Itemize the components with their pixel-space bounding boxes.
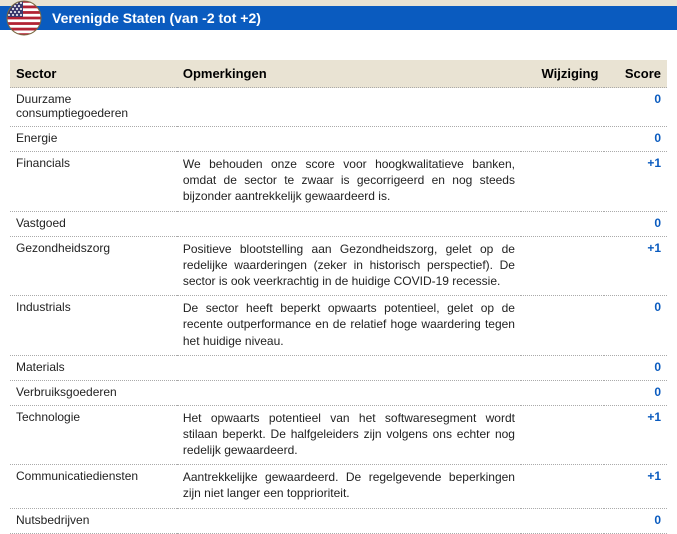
cell-remarks: We behouden onze score voor hoogkwalitat… [177, 152, 521, 212]
cell-remarks [177, 127, 521, 152]
cell-change [521, 211, 604, 236]
table-row: IndustrialsDe sector heeft beperkt opwaa… [10, 296, 667, 356]
cell-score: +1 [604, 465, 667, 508]
cell-score: 0 [604, 211, 667, 236]
cell-sector: Energie [10, 127, 177, 152]
table-row: FinancialsWe behouden onze score voor ho… [10, 152, 667, 212]
table-row: Nutsbedrijven 0 [10, 508, 667, 533]
cell-score: 0 [604, 127, 667, 152]
cell-remarks [177, 211, 521, 236]
cell-remarks: Positieve blootstelling aan Gezondheidsz… [177, 236, 521, 296]
col-header-score: Score [604, 60, 667, 88]
cell-remarks [177, 355, 521, 380]
col-header-sector: Sector [10, 60, 177, 88]
cell-sector: Duurzame consumptiegoederen [10, 88, 177, 127]
cell-score: +1 [604, 152, 667, 212]
cell-sector: Verbruiksgoederen [10, 380, 177, 405]
cell-sector: Industrials [10, 296, 177, 356]
cell-change [521, 127, 604, 152]
cell-change [521, 380, 604, 405]
cell-remarks: Het opwaarts potentieel van het software… [177, 405, 521, 465]
banner: Verenigde Staten (van -2 tot +2) [0, 0, 677, 30]
us-flag-icon [6, 0, 42, 39]
cell-score: 0 [604, 508, 667, 533]
table-row: TechnologieHet opwaarts potentieel van h… [10, 405, 667, 465]
cell-sector: Communicatiediensten [10, 465, 177, 508]
cell-score: 0 [604, 88, 667, 127]
cell-sector: Gezondheidszorg [10, 236, 177, 296]
cell-change [521, 508, 604, 533]
col-header-remarks: Opmerkingen [177, 60, 521, 88]
cell-score: +1 [604, 405, 667, 465]
cell-change [521, 355, 604, 380]
cell-score: 0 [604, 296, 667, 356]
cell-change [521, 152, 604, 212]
table-row: Vastgoed 0 [10, 211, 667, 236]
cell-score: +1 [604, 236, 667, 296]
cell-change [521, 465, 604, 508]
cell-sector: Vastgoed [10, 211, 177, 236]
cell-remarks [177, 380, 521, 405]
cell-remarks: Aantrekkelijke gewaardeerd. De regelgeve… [177, 465, 521, 508]
cell-change [521, 88, 604, 127]
cell-remarks [177, 508, 521, 533]
sector-scores-table: Sector Opmerkingen Wijziging Score Duurz… [10, 60, 667, 534]
table-row: Verbruiksgoederen 0 [10, 380, 667, 405]
table-row: CommunicatiedienstenAantrekkelijke gewaa… [10, 465, 667, 508]
table-body: Duurzame consumptiegoederen0Energie0Fina… [10, 88, 667, 534]
cell-sector: Financials [10, 152, 177, 212]
banner-title: Verenigde Staten (van -2 tot +2) [52, 10, 261, 26]
cell-sector: Technologie [10, 405, 177, 465]
cell-score: 0 [604, 355, 667, 380]
cell-remarks: De sector heeft beperkt opwaarts potenti… [177, 296, 521, 356]
table-row: GezondheidszorgPositieve blootstelling a… [10, 236, 667, 296]
table-row: Energie 0 [10, 127, 667, 152]
cell-change [521, 236, 604, 296]
cell-remarks [177, 88, 521, 127]
cell-sector: Nutsbedrijven [10, 508, 177, 533]
col-header-change: Wijziging [521, 60, 604, 88]
table-row: Duurzame consumptiegoederen 0 [10, 88, 667, 127]
cell-sector: Materials [10, 355, 177, 380]
table-header-row: Sector Opmerkingen Wijziging Score [10, 60, 667, 88]
table-row: Materials 0 [10, 355, 667, 380]
cell-change [521, 405, 604, 465]
cell-score: 0 [604, 380, 667, 405]
sector-scores-table-wrap: Sector Opmerkingen Wijziging Score Duurz… [0, 60, 677, 534]
cell-change [521, 296, 604, 356]
